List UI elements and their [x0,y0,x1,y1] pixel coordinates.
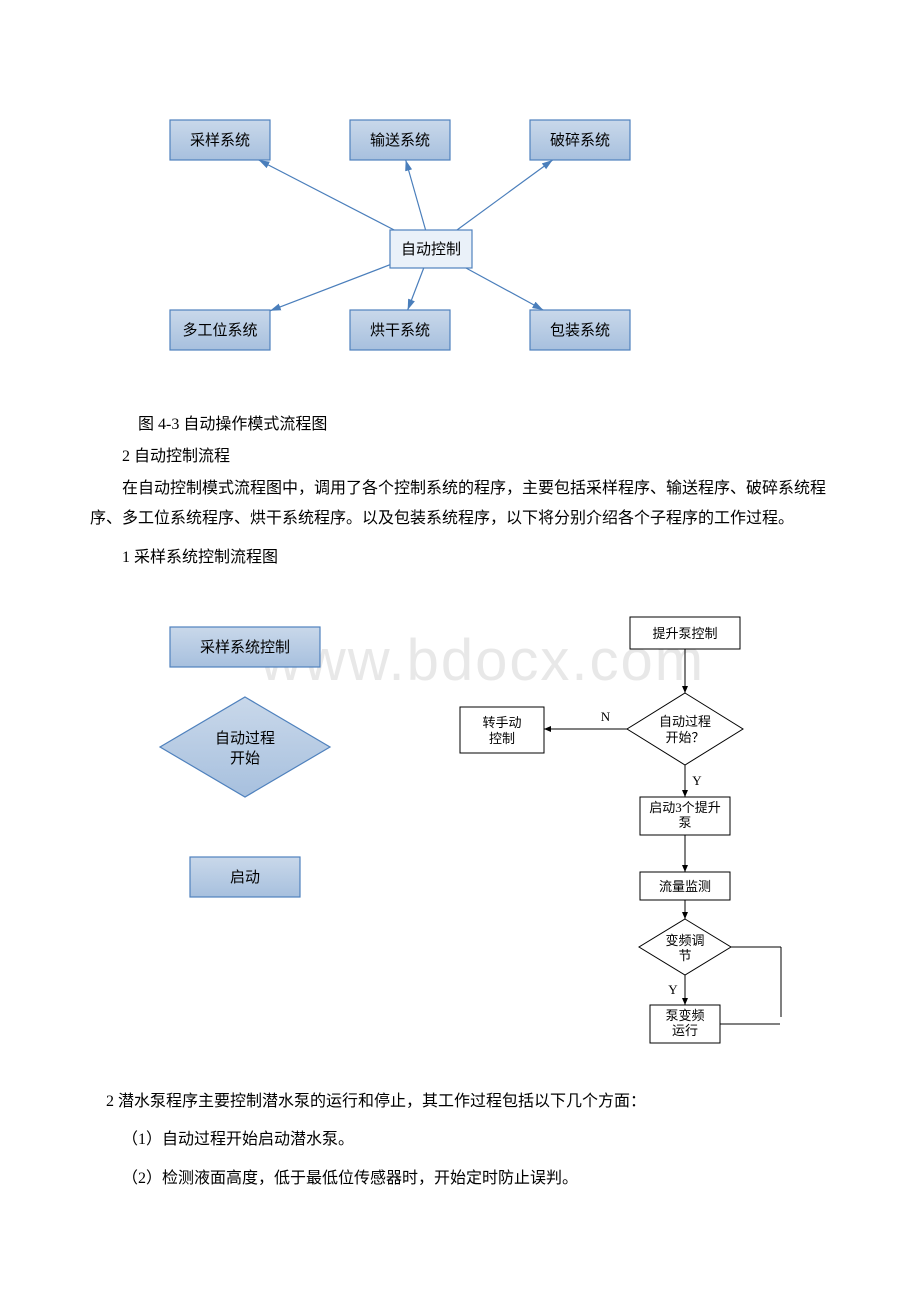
svg-text:泵: 泵 [678,815,691,830]
svg-text:包装系统: 包装系统 [550,322,610,339]
svg-text:输送系统: 输送系统 [370,132,430,149]
svg-text:Y: Y [692,773,702,788]
svg-text:运行: 运行 [672,1023,698,1038]
svg-text:启动3个提升: 启动3个提升 [649,800,721,815]
svg-text:开始？: 开始？ [665,730,704,745]
svg-text:泵变频: 泵变频 [665,1008,704,1023]
section-heading-2: 2 自动控制流程 [122,442,830,466]
figure-caption: 图 4-3 自动操作模式流程图 [138,410,830,434]
svg-text:控制: 控制 [489,731,515,746]
paragraph-2: 2 潜水泵程序主要控制潜水泵的运行和停止，其工作过程包括以下几个方面： [106,1087,830,1117]
svg-text:Y: Y [668,982,678,997]
diagram2-svg: 采样系统控制自动过程开始启动提升泵控制自动过程开始？转手动控制NY启动3个提升泵… [110,607,810,1057]
svg-text:启动: 启动 [230,869,260,886]
paragraph-3: （1）自动过程开始启动潜水泵。 [122,1125,830,1155]
svg-text:多工位系统: 多工位系统 [182,322,257,339]
auto-mode-diagram: 采样系统 输送系统 破碎系统多工位系统 烘干系统 包装系统 自动控制 [130,100,830,380]
diagram1-svg: 采样系统 输送系统 破碎系统多工位系统 烘干系统 包装系统 自动控制 [130,100,690,380]
paragraph-1: 在自动控制模式流程图中，调用了各个控制系统的程序，主要包括采样程序、输送程序、破… [90,474,830,535]
svg-text:破碎系统: 破碎系统 [550,132,610,149]
svg-text:采样系统控制: 采样系统控制 [200,639,290,656]
svg-text:流量监测: 流量监测 [659,879,711,894]
svg-text:烘干系统: 烘干系统 [370,322,430,339]
svg-text:开始: 开始 [230,750,260,767]
svg-text:自动过程: 自动过程 [659,714,711,729]
sampling-flowchart-area: www.bdocx.com 采样系统控制自动过程开始启动提升泵控制自动过程开始？… [110,607,830,1057]
svg-text:节: 节 [678,948,691,963]
svg-text:自动控制: 自动控制 [401,241,461,258]
paragraph-4: （2）检测液面高度，低于最低位传感器时，开始定时防止误判。 [122,1164,830,1194]
svg-text:自动过程: 自动过程 [215,730,275,747]
svg-text:采样系统: 采样系统 [190,132,250,149]
section-heading-3: 1 采样系统控制流程图 [122,543,830,567]
svg-text:N: N [601,709,611,724]
svg-text:变频调: 变频调 [665,933,704,948]
svg-text:转手动: 转手动 [482,715,521,730]
svg-text:提升泵控制: 提升泵控制 [652,626,717,641]
